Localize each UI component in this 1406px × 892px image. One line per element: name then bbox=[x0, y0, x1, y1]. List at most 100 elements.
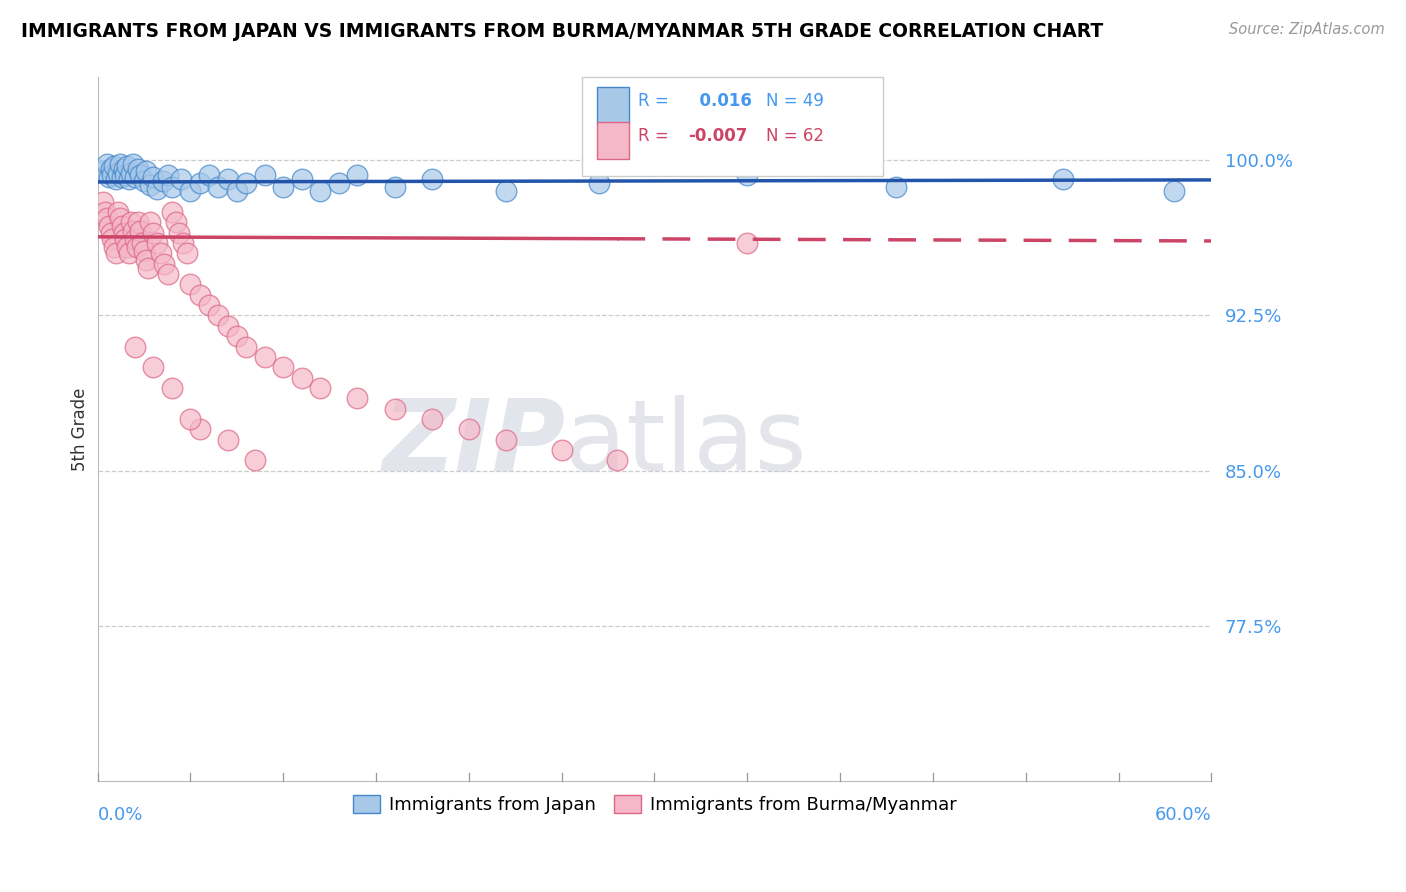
Text: 60.0%: 60.0% bbox=[1154, 806, 1212, 824]
Point bbox=[225, 329, 247, 343]
Text: Source: ZipAtlas.com: Source: ZipAtlas.com bbox=[1229, 22, 1385, 37]
Text: IMMIGRANTS FROM JAPAN VS IMMIGRANTS FROM BURMA/MYANMAR 5TH GRADE CORRELATION CHA: IMMIGRANTS FROM JAPAN VS IMMIGRANTS FROM… bbox=[21, 22, 1104, 41]
Point bbox=[105, 246, 128, 260]
Point bbox=[103, 240, 125, 254]
Point bbox=[117, 240, 139, 254]
Point bbox=[157, 168, 180, 182]
Point bbox=[100, 226, 122, 240]
Point bbox=[384, 180, 406, 194]
Point bbox=[160, 205, 183, 219]
Point bbox=[495, 184, 517, 198]
Point bbox=[135, 252, 157, 267]
Point bbox=[111, 169, 134, 184]
Point bbox=[253, 168, 276, 182]
Point bbox=[146, 235, 169, 250]
Point bbox=[138, 215, 160, 229]
Y-axis label: 5th Grade: 5th Grade bbox=[72, 388, 89, 471]
Point bbox=[152, 174, 174, 188]
Point bbox=[309, 184, 332, 198]
Point bbox=[121, 157, 143, 171]
Text: R =: R = bbox=[638, 92, 668, 110]
Point bbox=[225, 184, 247, 198]
Point bbox=[217, 172, 239, 186]
Point bbox=[457, 422, 479, 436]
Text: R =: R = bbox=[638, 127, 668, 145]
Point bbox=[179, 184, 201, 198]
Point bbox=[136, 260, 159, 275]
Point bbox=[217, 433, 239, 447]
Text: 0.016: 0.016 bbox=[688, 92, 752, 110]
Text: 0.0%: 0.0% bbox=[97, 806, 143, 824]
Point bbox=[135, 163, 157, 178]
Point bbox=[291, 172, 314, 186]
Point bbox=[188, 176, 211, 190]
Point bbox=[118, 246, 141, 260]
Point bbox=[245, 453, 267, 467]
Point bbox=[91, 194, 114, 209]
Point bbox=[101, 232, 124, 246]
Point bbox=[271, 180, 294, 194]
Point bbox=[291, 370, 314, 384]
Point bbox=[120, 215, 142, 229]
Point bbox=[107, 166, 129, 180]
Point bbox=[188, 422, 211, 436]
Point bbox=[309, 381, 332, 395]
Point bbox=[101, 168, 124, 182]
Text: N = 49: N = 49 bbox=[766, 92, 824, 110]
Point bbox=[179, 277, 201, 292]
Point bbox=[127, 161, 149, 176]
Point bbox=[1163, 184, 1185, 198]
Point bbox=[132, 174, 155, 188]
Point bbox=[108, 157, 131, 171]
Point bbox=[235, 176, 257, 190]
Point bbox=[121, 224, 143, 238]
Point bbox=[198, 298, 221, 312]
Point bbox=[271, 360, 294, 375]
Point bbox=[160, 381, 183, 395]
Point bbox=[112, 226, 135, 240]
Point bbox=[125, 240, 148, 254]
Point bbox=[142, 226, 165, 240]
Point bbox=[111, 219, 134, 234]
Point bbox=[118, 172, 141, 186]
Point bbox=[328, 176, 350, 190]
Point bbox=[142, 169, 165, 184]
Point bbox=[346, 168, 368, 182]
Point bbox=[198, 168, 221, 182]
Point bbox=[172, 235, 194, 250]
Point bbox=[138, 178, 160, 192]
Point bbox=[420, 172, 443, 186]
Point bbox=[103, 160, 125, 174]
Point bbox=[170, 172, 193, 186]
Point bbox=[157, 267, 180, 281]
Point bbox=[149, 246, 172, 260]
Point bbox=[131, 235, 153, 250]
Point bbox=[108, 211, 131, 226]
Point bbox=[129, 168, 152, 182]
Text: N = 62: N = 62 bbox=[766, 127, 824, 145]
FancyBboxPatch shape bbox=[596, 122, 628, 159]
Point bbox=[884, 180, 907, 194]
Point bbox=[346, 392, 368, 406]
Point bbox=[127, 215, 149, 229]
Point bbox=[124, 232, 146, 246]
Text: ZIP: ZIP bbox=[382, 395, 565, 491]
Point bbox=[97, 219, 120, 234]
FancyBboxPatch shape bbox=[596, 87, 628, 124]
Point bbox=[217, 318, 239, 333]
Point bbox=[120, 166, 142, 180]
Point bbox=[114, 168, 136, 182]
Point bbox=[207, 309, 229, 323]
Point bbox=[253, 350, 276, 364]
Point bbox=[146, 182, 169, 196]
Point bbox=[129, 224, 152, 238]
Point bbox=[606, 453, 628, 467]
Point bbox=[179, 412, 201, 426]
Point bbox=[737, 168, 759, 182]
Point bbox=[235, 339, 257, 353]
Point bbox=[167, 226, 190, 240]
Point bbox=[550, 443, 572, 458]
Point bbox=[107, 205, 129, 219]
Point bbox=[132, 244, 155, 259]
Point bbox=[94, 205, 117, 219]
